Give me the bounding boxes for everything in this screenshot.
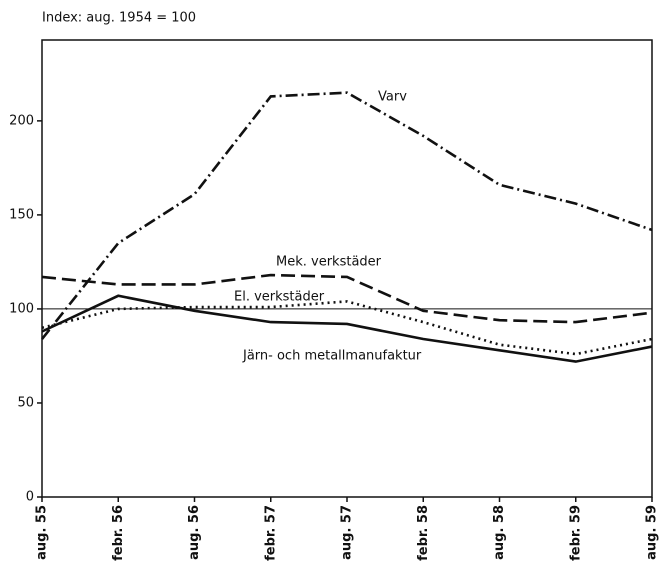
y-tick-label: 50 (17, 395, 34, 410)
x-tick-label: aug. 59 (645, 505, 660, 560)
series-label: El. verkstäder (234, 290, 325, 305)
y-tick-label: 100 (9, 301, 34, 316)
series-label: Järn- och metallmanufaktur (242, 349, 422, 364)
series-line (41, 273, 653, 324)
series-line (40, 91, 653, 340)
x-tick-label: febr. 57 (263, 505, 278, 561)
x-tick-label: febr. 56 (111, 505, 126, 561)
y-tick-label: 150 (9, 207, 34, 222)
x-tick-label: febr. 59 (568, 505, 583, 561)
x-tick-label: aug. 58 (492, 505, 507, 560)
series-label: Varv (378, 90, 407, 105)
x-tick-label: febr. 58 (416, 505, 431, 561)
y-tick-label: 0 (26, 490, 34, 505)
y-tick-label: 200 (9, 113, 34, 128)
series-line (41, 294, 653, 363)
x-tick-label: aug. 55 (35, 505, 50, 560)
x-tick-label: aug. 56 (187, 505, 202, 560)
series-line (41, 300, 653, 356)
chart-title: Index: aug. 1954 = 100 (42, 11, 196, 26)
x-tick-label: aug. 57 (340, 505, 355, 560)
series-label: Mek. verkstäder (276, 255, 382, 270)
